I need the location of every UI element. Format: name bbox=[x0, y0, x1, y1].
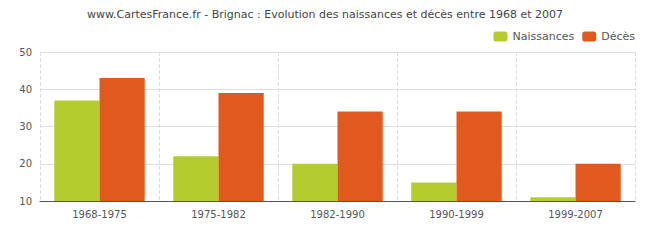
svg-text:www.CartesFrance.fr - Brignac: www.CartesFrance.fr - Brignac : Evolutio… bbox=[87, 8, 563, 21]
svg-text:1982-1990: 1982-1990 bbox=[310, 209, 365, 220]
svg-text:Décès: Décès bbox=[601, 30, 635, 43]
svg-text:Naissances: Naissances bbox=[512, 30, 574, 43]
svg-text:30: 30 bbox=[19, 121, 32, 132]
svg-text:1999-2007: 1999-2007 bbox=[548, 209, 603, 220]
svg-text:50: 50 bbox=[19, 47, 32, 58]
svg-text:1975-1982: 1975-1982 bbox=[191, 209, 246, 220]
svg-text:40: 40 bbox=[19, 84, 32, 95]
svg-text:1968-1975: 1968-1975 bbox=[72, 209, 127, 220]
svg-text:10: 10 bbox=[19, 196, 32, 207]
svg-text:20: 20 bbox=[19, 158, 32, 169]
svg-text:1990-1999: 1990-1999 bbox=[429, 209, 484, 220]
